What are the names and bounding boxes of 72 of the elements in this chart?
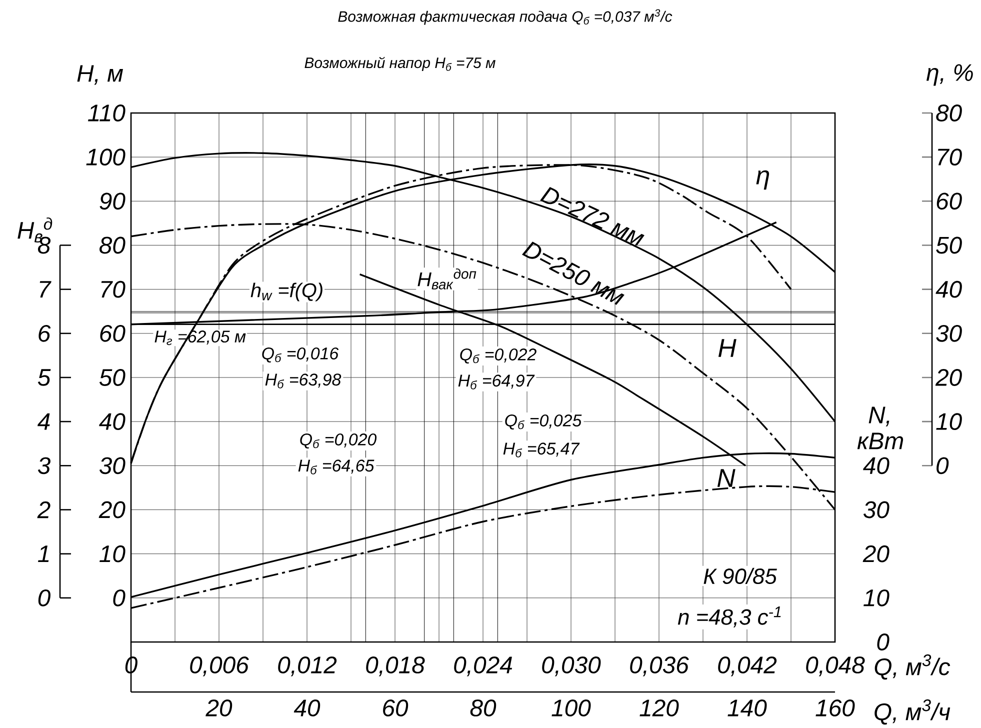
text: 4 (38, 413, 50, 430)
series-label: H$_{вак}$доп (418, 268, 476, 290)
x2-tick-label: 80 (470, 700, 496, 716)
y3-tick-label: 30 (863, 501, 890, 518)
y2-tick-label: 40 (936, 280, 962, 298)
x2-tick-label: 120 (640, 700, 679, 716)
x2-tick-label: 140 (728, 700, 767, 716)
x2-tick-label: 160 (816, 700, 855, 716)
annotation: H (718, 339, 736, 357)
text: 2 (37, 501, 50, 518)
y-tick-label: 60 (100, 324, 126, 342)
y-tick-label: 110 (88, 104, 126, 122)
series-label: h$_{w}$ =f(Q) (250, 282, 322, 302)
x2-tick-label: 40 (294, 700, 320, 716)
y-tick-label: 80 (100, 236, 126, 254)
y-axis-title: H, м (77, 65, 124, 85)
text: 5 (38, 369, 51, 386)
y2-axis-title: η, % (926, 64, 973, 86)
x-axis-title: Q, м$^{3}$/с (874, 654, 950, 680)
x-tick-label: 0,030 (542, 656, 601, 676)
x-tick-label: 0,036 (630, 656, 689, 676)
y3-tick-label: 20 (862, 545, 890, 562)
annotation: H$_{б}$ =65,47 (503, 442, 580, 458)
y-tick-label: 10 (100, 545, 126, 562)
y-tick-label: 70 (101, 280, 126, 298)
annotation: H$_{б}$ =64,97 (458, 374, 535, 390)
text: 7 (40, 281, 52, 298)
y-tick-label: 50 (99, 369, 126, 386)
x2-axis-title: Q, м$^{3}$/ч (874, 699, 950, 725)
text: 0 (38, 589, 50, 606)
x-tick-label: 0,012 (278, 656, 337, 676)
y-tick-label: 30 (99, 457, 126, 474)
y2-tick-label: 0 (936, 457, 949, 474)
y2-tick-label: 10 (936, 413, 962, 430)
y3-axis-title: N, кВт (857, 406, 904, 450)
x2-tick-label: 20 (206, 700, 232, 716)
x-tick-label: 0,024 (454, 656, 512, 676)
annotation: H$_{б}$ =63,98 (265, 374, 342, 388)
x2-tick-label: 100 (552, 700, 591, 716)
text: 6 (38, 324, 51, 342)
annotation: N (717, 469, 736, 487)
annotation: n =48,3 с$^{-1}$ (678, 606, 781, 628)
x-tick-label: 0,018 (366, 656, 425, 676)
annotation: К 90/85 (704, 568, 777, 584)
x-tick-label: 0,042 (718, 656, 777, 676)
text: 1 (38, 546, 49, 562)
annotation: η (756, 170, 770, 190)
y2-tick-label: 20 (935, 369, 962, 386)
annotation: Q$_{б}$ =0,025 (505, 414, 582, 430)
y2-tick-label: 70 (938, 148, 962, 166)
y-tick-label: 40 (99, 413, 126, 430)
y2-tick-label: 30 (936, 324, 962, 342)
x-tick-label: 0,006 (190, 656, 249, 676)
annotation: Q$_{б}$ =0,022 (460, 348, 536, 364)
y3-tick-label: 0 (877, 634, 890, 650)
text: Возможная фактическая подача Q$_{б}$ =0,037 м$^{3}$/с (338, 9, 672, 25)
annotation: Q$_{б}$ =0,020 (300, 433, 377, 448)
y-tick-label: 0 (113, 589, 126, 606)
text: Возможный напор H$_{б}$ =75 м (304, 56, 496, 72)
text: 3 (38, 457, 50, 474)
x2-tick-label: 60 (383, 700, 408, 716)
annotation: H$_{б}$ =64,65 (298, 460, 374, 474)
y2-tick-label: 80 (936, 104, 962, 122)
y-tick-label: 100 (86, 148, 126, 166)
y2-tick-label: 60 (936, 192, 962, 210)
y-tick-label: 90 (100, 192, 126, 210)
y-tick-label: 20 (98, 501, 126, 518)
y3-tick-label: 40 (863, 457, 890, 474)
annotation: Q$_{б}$ =0,016 (262, 347, 339, 362)
x-tick-label: 0,048 (806, 656, 865, 676)
y3-tick-label: 10 (864, 589, 890, 606)
y2-tick-label: 50 (936, 236, 962, 254)
